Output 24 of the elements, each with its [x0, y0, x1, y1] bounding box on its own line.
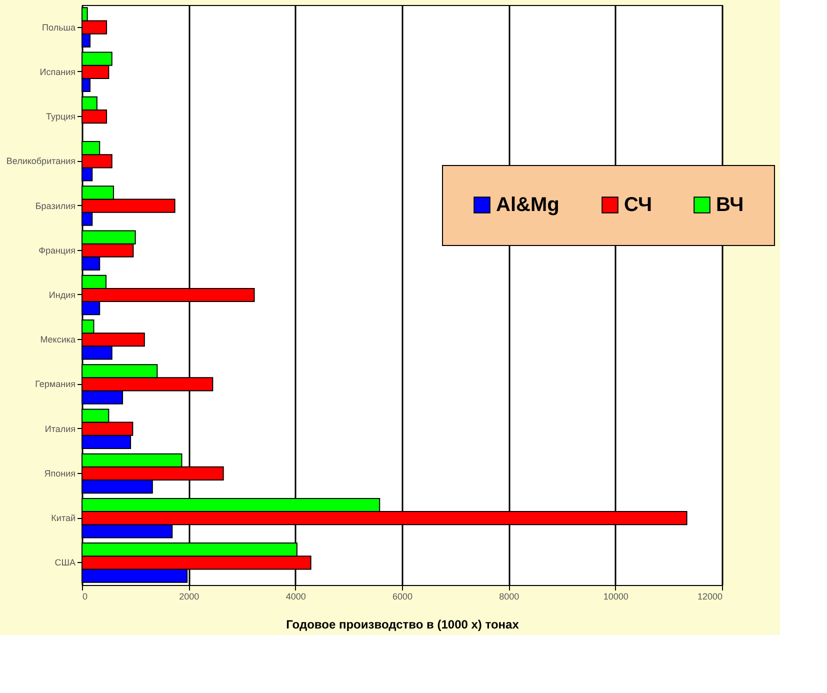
- y-tick-label: Франция: [38, 245, 76, 256]
- x-tick-label: 8000: [499, 592, 520, 602]
- y-tick-label: Испания: [40, 66, 76, 77]
- y-tick-label: Бразилия: [35, 200, 76, 211]
- y-tick-label: США: [54, 558, 76, 568]
- y-tick-label: Польша: [42, 22, 76, 32]
- x-tick-label: 0: [82, 592, 88, 602]
- y-tick-label: Турция: [46, 112, 76, 122]
- y-tick-label: Мексика: [40, 334, 76, 345]
- x-tick-label: 10000: [603, 592, 628, 602]
- x-tick-label: 4000: [286, 592, 306, 602]
- y-tick-label: Италия: [44, 424, 76, 434]
- x-tick-label: 12000: [697, 592, 722, 602]
- legend-label: СЧ: [624, 194, 652, 216]
- y-tick-label: Япония: [44, 468, 76, 478]
- y-tick-label: Китай: [51, 513, 76, 524]
- y-tick-label: Германия: [35, 379, 76, 390]
- y-tick-label: Великобритания: [6, 156, 76, 166]
- legend-label: Al&Mg: [496, 194, 560, 216]
- x-tick-label: 6000: [392, 592, 413, 602]
- y-tick-label: Индия: [48, 290, 76, 300]
- x-axis-title: Годовое производство в (1000 х) тонах: [286, 618, 520, 632]
- x-tick-label: 2000: [179, 592, 200, 602]
- legend-label: ВЧ: [716, 194, 744, 216]
